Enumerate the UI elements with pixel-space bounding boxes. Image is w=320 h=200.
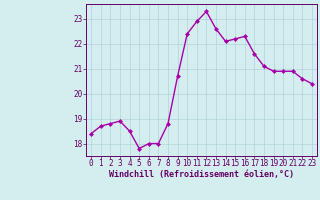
- X-axis label: Windchill (Refroidissement éolien,°C): Windchill (Refroidissement éolien,°C): [109, 170, 294, 179]
